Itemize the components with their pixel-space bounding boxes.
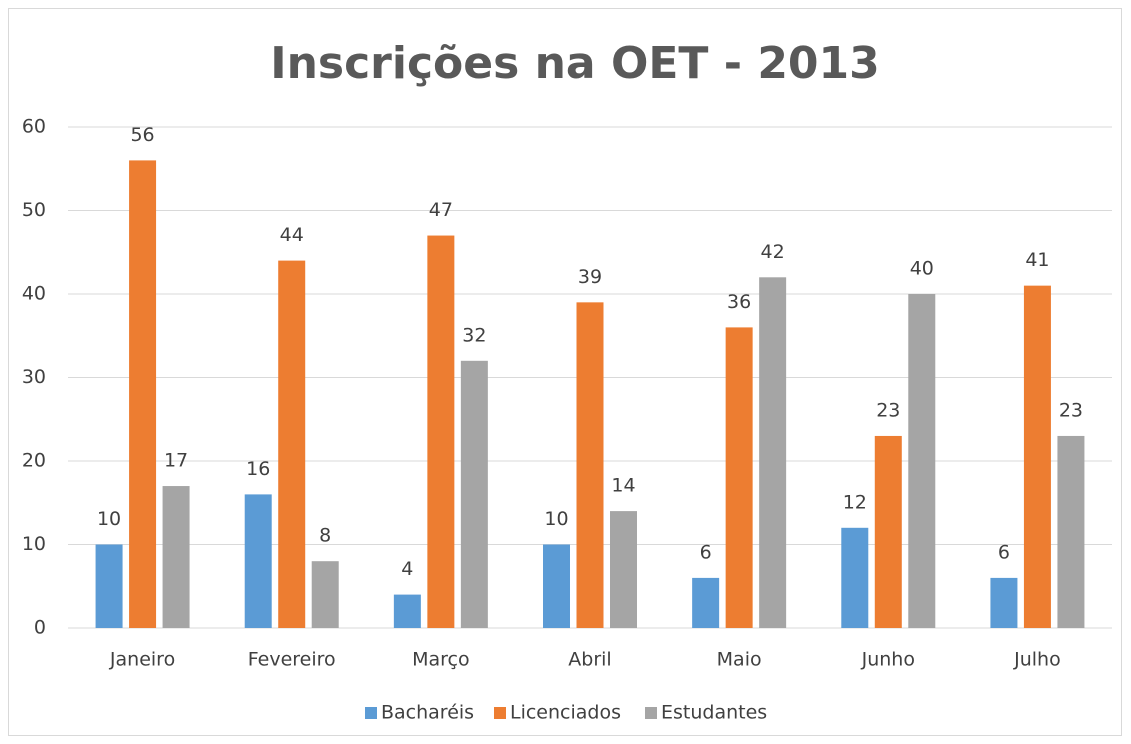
bar bbox=[543, 544, 570, 628]
bar bbox=[460, 360, 488, 628]
data-label: 56 bbox=[130, 124, 154, 146]
bar bbox=[874, 435, 902, 628]
x-tick-label: Julho bbox=[1013, 649, 1061, 671]
data-label: 16 bbox=[246, 458, 270, 480]
y-tick-label: 20 bbox=[22, 450, 46, 472]
data-label: 39 bbox=[578, 266, 602, 288]
bar bbox=[311, 561, 339, 628]
bar bbox=[990, 577, 1018, 628]
chart-title: Inscrições na OET - 2013 bbox=[270, 38, 880, 89]
bar bbox=[908, 294, 936, 628]
legend-swatch bbox=[494, 707, 506, 719]
data-label: 36 bbox=[727, 291, 751, 313]
bar bbox=[393, 594, 421, 628]
data-label: 41 bbox=[1025, 249, 1049, 271]
bar bbox=[129, 160, 157, 628]
data-label: 42 bbox=[761, 241, 785, 263]
x-tick-label: Janeiro bbox=[109, 649, 175, 671]
x-tick-label: Abril bbox=[568, 649, 611, 671]
y-tick-label: 40 bbox=[22, 283, 46, 305]
data-label: 47 bbox=[429, 199, 453, 221]
data-label: 8 bbox=[319, 525, 331, 547]
bar bbox=[244, 494, 272, 628]
bar bbox=[162, 486, 190, 628]
data-label: 10 bbox=[544, 508, 568, 530]
data-label: 44 bbox=[280, 224, 304, 246]
data-label: 40 bbox=[910, 258, 934, 280]
x-tick-label: Maio bbox=[717, 649, 762, 671]
x-tick-label: Março bbox=[412, 649, 470, 671]
bar bbox=[1057, 435, 1085, 628]
x-tick-label: Fevereiro bbox=[248, 649, 336, 671]
y-tick-label: 0 bbox=[34, 617, 46, 639]
data-label: 12 bbox=[843, 491, 867, 513]
bar bbox=[95, 544, 123, 628]
data-label: 4 bbox=[401, 558, 413, 580]
y-tick-label: 10 bbox=[22, 533, 46, 555]
data-label: 17 bbox=[164, 450, 188, 472]
y-tick-label: 60 bbox=[22, 116, 46, 138]
bar bbox=[725, 327, 753, 628]
data-label: 32 bbox=[462, 324, 486, 346]
bar bbox=[1023, 285, 1051, 628]
legend-swatch bbox=[645, 707, 657, 719]
legend-swatch bbox=[365, 707, 377, 719]
legend-label: Estudantes bbox=[661, 702, 767, 724]
data-label: 6 bbox=[998, 541, 1010, 563]
data-label: 23 bbox=[1059, 399, 1083, 421]
x-tick-label: Junho bbox=[861, 649, 915, 671]
bar bbox=[610, 511, 637, 628]
bar bbox=[841, 527, 869, 628]
y-tick-label: 50 bbox=[22, 199, 46, 221]
data-label: 14 bbox=[611, 475, 635, 497]
legend-label: Bacharéis bbox=[381, 702, 474, 724]
data-label: 10 bbox=[97, 508, 121, 530]
data-label: 23 bbox=[876, 399, 900, 421]
bar bbox=[759, 277, 787, 628]
legend-label: Licenciados bbox=[510, 702, 621, 724]
data-label: 6 bbox=[700, 541, 712, 563]
bar bbox=[692, 577, 720, 628]
bar bbox=[278, 260, 306, 628]
bar bbox=[427, 235, 455, 629]
y-tick-label: 30 bbox=[22, 366, 46, 388]
bar bbox=[576, 302, 604, 628]
